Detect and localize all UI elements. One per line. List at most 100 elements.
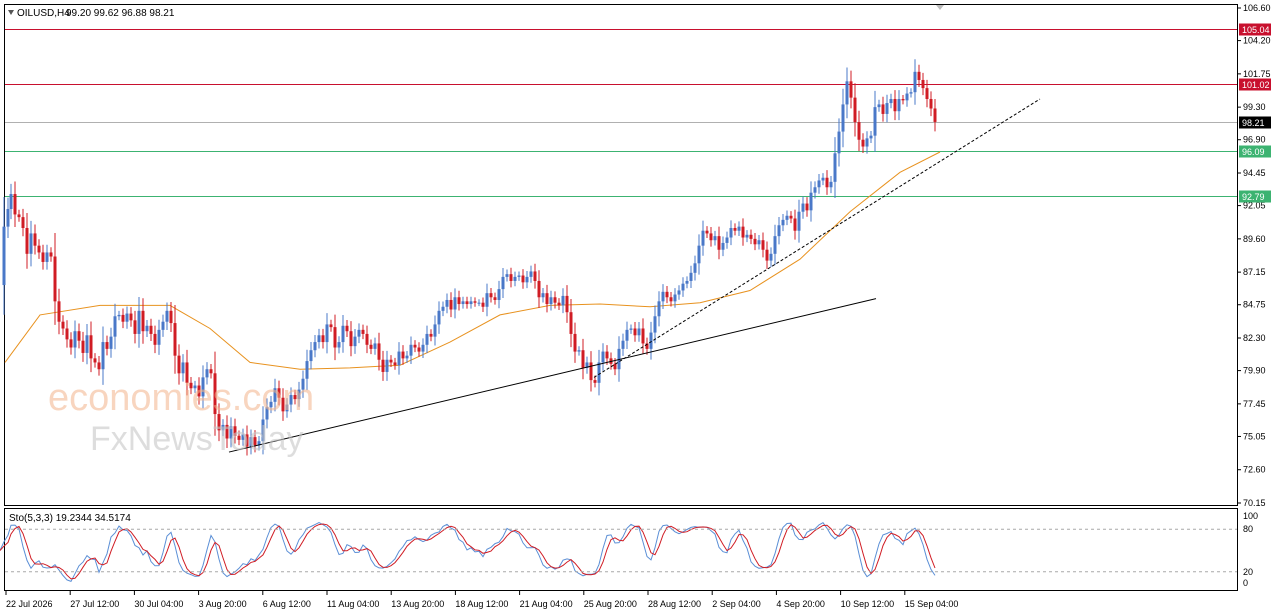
candle-body (269, 401, 273, 408)
candle-body (737, 226, 741, 231)
candle-body (601, 351, 605, 363)
candle-body (69, 339, 73, 348)
candle-body (733, 228, 737, 231)
candle-body (325, 324, 329, 343)
candle-body (781, 219, 785, 226)
candle-body (309, 350, 313, 362)
candle-body (505, 274, 509, 277)
stochastic-tick-label: 0 (1243, 578, 1248, 588)
candle-body (617, 348, 621, 370)
candle-body (509, 274, 513, 281)
level-tag-96.09: 96.09 (1242, 147, 1265, 157)
candle-body (917, 71, 921, 80)
time-tick-label: 2 Sep 04:00 (712, 599, 761, 609)
candle-body (645, 343, 649, 349)
candle-body (321, 335, 325, 343)
candle-body (657, 301, 661, 317)
time-tick-label: 18 Aug 12:00 (455, 599, 508, 609)
candle-body (889, 98, 893, 104)
stochastic-signal-line (0, 523, 936, 580)
candle-body (305, 361, 309, 379)
candle-body (153, 333, 157, 345)
candle-body (33, 233, 37, 246)
candle-body (709, 233, 713, 241)
level-tag-92.79: 92.79 (1242, 192, 1265, 202)
candle-body (561, 295, 565, 306)
level-tag-101.02: 101.02 (1242, 80, 1270, 90)
candle-body (865, 138, 869, 147)
candle-body (213, 373, 217, 415)
candle-body (361, 329, 365, 334)
candle-body (549, 297, 553, 305)
candle-body (673, 294, 677, 302)
candle-body (857, 122, 861, 140)
candle-body (625, 329, 629, 341)
candle-body (581, 350, 585, 368)
candle-body (449, 299, 453, 310)
candle-body (253, 437, 257, 446)
candle-body (821, 177, 825, 181)
candle-body (905, 93, 909, 101)
candle-body (145, 325, 149, 332)
level-tag-bg-101.02 (1239, 78, 1271, 91)
time-tick-label: 22 Jul 2026 (6, 599, 53, 609)
candle-body (341, 325, 345, 343)
candle-body (237, 435, 241, 440)
candle-body (801, 203, 805, 212)
candle-body (445, 299, 449, 307)
candle-body (909, 92, 913, 94)
candle-body (161, 321, 165, 330)
candle-body (837, 131, 841, 154)
price-axis: 106.60 104.20 101.75 99.30 96.90 94.45 92.05 89… (1237, 3, 1271, 508)
candle-body (697, 245, 701, 264)
time-axis: 22 Jul 2026 27 Jul 12:00 30 Jul 04:00 3 Aug… (5, 591, 958, 609)
level-tag-bg-92.79 (1239, 190, 1271, 203)
candle-body (621, 340, 625, 349)
price-tick-label: 96.90 (1243, 135, 1266, 145)
candle-body (633, 328, 637, 336)
candle-body (313, 342, 317, 351)
stochastic-frame (4, 508, 1238, 591)
candle-body (437, 310, 441, 325)
candle-body (141, 310, 145, 332)
candle-body (217, 414, 221, 431)
candle-body (913, 71, 917, 93)
candle-body (225, 424, 229, 439)
candle-body (489, 293, 493, 298)
candle-body (457, 297, 461, 305)
candle-body (65, 328, 69, 340)
stochastic-tick-label: 100 (1243, 511, 1258, 521)
trendline-dashed (593, 98, 1041, 378)
candle-body (93, 358, 97, 363)
candle-body (721, 242, 725, 250)
watermark-fxnewstoday: FxNewsToday (90, 420, 304, 458)
candle-body (929, 98, 933, 109)
candle-body (81, 340, 85, 353)
time-tick-label: 25 Aug 20:00 (584, 599, 637, 609)
chart-shift-marker-icon[interactable] (936, 5, 944, 10)
candle-body (753, 238, 757, 245)
time-tick-label: 10 Sep 12:00 (841, 599, 895, 609)
candle-body (461, 301, 465, 305)
candle-body (85, 335, 89, 353)
candle-body (613, 363, 617, 370)
candle-body (521, 275, 525, 283)
time-tick-label: 28 Aug 12:00 (648, 599, 701, 609)
candle-body (693, 263, 697, 273)
candle-body (761, 240, 765, 250)
candle-body (545, 293, 549, 305)
candle-body (25, 228, 29, 254)
candle-body (493, 297, 497, 300)
price-tick-label: 101.75 (1243, 69, 1271, 79)
candle-body (121, 314, 125, 322)
candle-body (41, 252, 45, 262)
time-tick-label: 30 Jul 04:00 (134, 599, 183, 609)
ohlc-values: 99.20 99.62 96.88 98.21 (66, 8, 175, 19)
candle-body (401, 351, 405, 359)
candle-body (653, 316, 657, 333)
candle-body (6, 208, 10, 227)
candle-body (53, 256, 57, 302)
price-tick-label: 82.30 (1243, 333, 1266, 343)
candle-body (129, 313, 133, 321)
